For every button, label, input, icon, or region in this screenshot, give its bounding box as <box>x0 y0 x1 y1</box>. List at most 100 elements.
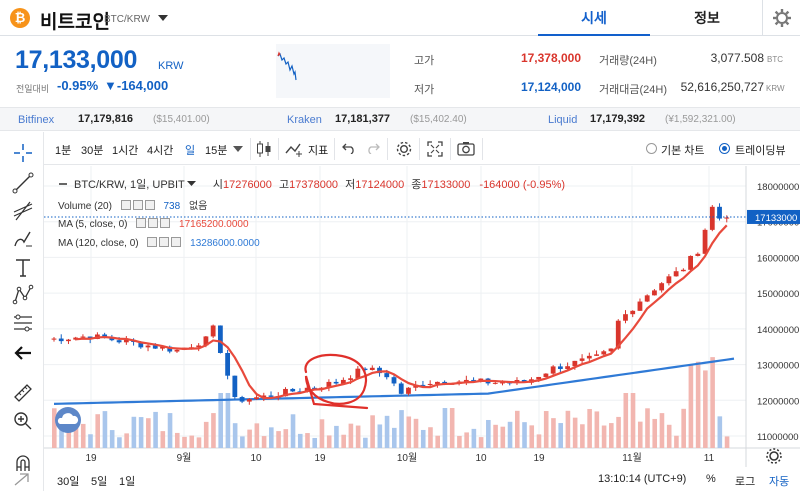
text-tool-icon[interactable] <box>12 256 34 278</box>
redo-icon[interactable] <box>366 142 380 154</box>
indicator-icon[interactable] <box>285 141 305 157</box>
y-tick-label: 16000000 <box>757 253 799 264</box>
zoom-in-icon[interactable] <box>12 410 34 432</box>
x-tick-label: 19 <box>533 453 545 464</box>
collapse-icon[interactable] <box>0 467 44 491</box>
collapse-legend-icon[interactable] <box>58 179 68 189</box>
symbol-dropdown-icon[interactable] <box>186 181 196 187</box>
ohlc-legend: BTC/KRW, 1일, UPBIT 시17276000 고17378000 저… <box>58 176 565 192</box>
fib-tool-icon[interactable] <box>12 312 34 334</box>
candle-body <box>290 388 296 392</box>
remove-mini-icon[interactable] <box>160 218 171 228</box>
high-value: 17,378,000 <box>520 51 581 65</box>
candle-body <box>217 325 223 353</box>
candle-body <box>615 320 621 349</box>
volume-bar <box>384 415 390 448</box>
tab-info[interactable]: 정보 <box>694 10 720 26</box>
basic-chart-label[interactable]: 기본 차트 <box>661 145 705 157</box>
trend-line-icon[interactable] <box>12 172 34 194</box>
volume-bar <box>724 436 730 448</box>
fullscreen-icon[interactable] <box>427 141 443 157</box>
remove-mini-icon[interactable] <box>144 200 155 210</box>
chart-settings-icon[interactable] <box>395 140 413 158</box>
candle-body <box>601 351 607 355</box>
crosshair-icon[interactable] <box>12 142 34 164</box>
brush-icon[interactable] <box>12 228 34 250</box>
auto-toggle[interactable]: 자동 <box>769 476 790 488</box>
camera-icon[interactable] <box>457 141 475 156</box>
arrow-left-icon[interactable] <box>12 342 34 364</box>
candle-body <box>427 383 433 386</box>
candle-style-icon[interactable] <box>256 140 272 158</box>
volume-bar <box>536 434 542 448</box>
volume-bar <box>370 415 375 448</box>
interval-30m[interactable]: 30분 <box>81 145 104 157</box>
visibility-toggle-icon[interactable] <box>147 237 158 247</box>
legend-title[interactable]: BTC/KRW, 1일, UPBIT <box>74 179 185 191</box>
current-price-tag <box>747 209 800 224</box>
candle-body <box>702 229 708 254</box>
tradingview-radio[interactable] <box>719 143 730 154</box>
volume-bar <box>442 408 448 448</box>
volume-bar <box>486 419 491 448</box>
volume-bar <box>182 436 187 448</box>
volume-bar <box>305 433 310 448</box>
volume-bar <box>630 393 636 448</box>
volume-legend-name[interactable]: Volume (20) <box>58 201 112 212</box>
volume-bar <box>203 421 209 448</box>
undo-icon[interactable] <box>342 142 356 154</box>
interval-dropdown-icon[interactable] <box>233 146 243 152</box>
exchange-name-kraken[interactable]: Kraken <box>287 114 322 126</box>
percent-toggle[interactable]: % <box>706 473 716 485</box>
volume-legend: Volume (20) 738 없음 <box>58 197 207 212</box>
visibility-toggle-icon[interactable] <box>120 200 131 210</box>
interval-4h[interactable]: 4시간 <box>147 145 174 157</box>
ma120-legend: MA (120, close, 0) 13286000.0000 <box>58 237 260 249</box>
range-30d[interactable]: 30일 <box>57 476 80 488</box>
ma120-legend-name[interactable]: MA (120, close, 0) <box>58 238 139 249</box>
ma5-legend-name[interactable]: MA (5, close, 0) <box>58 219 128 230</box>
exchange-name-bitfinex[interactable]: Bitfinex <box>18 114 55 126</box>
volume-bar <box>601 425 607 448</box>
magnet-icon[interactable] <box>12 452 34 474</box>
remove-mini-icon[interactable] <box>171 237 182 247</box>
settings-button[interactable] <box>762 0 800 36</box>
ruler-icon[interactable] <box>12 382 34 404</box>
pair-dropdown-icon[interactable] <box>158 15 168 21</box>
settings-mini-icon[interactable] <box>148 218 159 228</box>
range-1d[interactable]: 1일 <box>119 476 136 488</box>
candlestick-chart[interactable]: 1800000017000000160000001500000014000000… <box>44 166 800 467</box>
toolbar-divider <box>482 138 483 160</box>
candle-body <box>312 387 317 389</box>
indicator-button[interactable]: 지표 <box>308 145 329 157</box>
basic-chart-radio[interactable] <box>646 143 657 154</box>
visibility-toggle-icon[interactable] <box>136 218 147 228</box>
settings-mini-icon[interactable] <box>159 237 170 247</box>
candle-body <box>196 345 202 348</box>
y-tick-label: 14000000 <box>757 325 799 336</box>
exchange-name-liquid[interactable]: Liquid <box>548 114 578 126</box>
candle-body <box>261 395 267 398</box>
toolbar-divider <box>387 138 388 160</box>
interval-1h[interactable]: 1시간 <box>112 145 139 157</box>
toolbar-divider <box>419 138 420 160</box>
tab-price[interactable]: 시세 <box>538 0 650 36</box>
interval-15m[interactable]: 15분 <box>205 145 228 157</box>
interval-day[interactable]: 일 <box>185 145 196 157</box>
y-tick-label: 15000000 <box>757 289 799 300</box>
volume-bar <box>319 419 325 448</box>
gear-icon <box>773 9 791 27</box>
pattern-icon[interactable] <box>12 284 34 306</box>
tradingview-label[interactable]: 트레이딩뷰 <box>735 145 786 157</box>
candle-body <box>254 397 259 400</box>
volume-bar <box>124 433 129 448</box>
pitchfork-icon[interactable] <box>12 200 34 222</box>
candle-body <box>304 387 310 392</box>
volume-bar <box>587 408 592 448</box>
interval-1m[interactable]: 1분 <box>55 145 72 157</box>
log-toggle[interactable]: 로그 <box>735 476 756 488</box>
candle-body <box>724 217 730 219</box>
range-5d[interactable]: 5일 <box>91 476 108 488</box>
volume-bar <box>392 427 397 448</box>
settings-mini-icon[interactable] <box>132 200 143 210</box>
